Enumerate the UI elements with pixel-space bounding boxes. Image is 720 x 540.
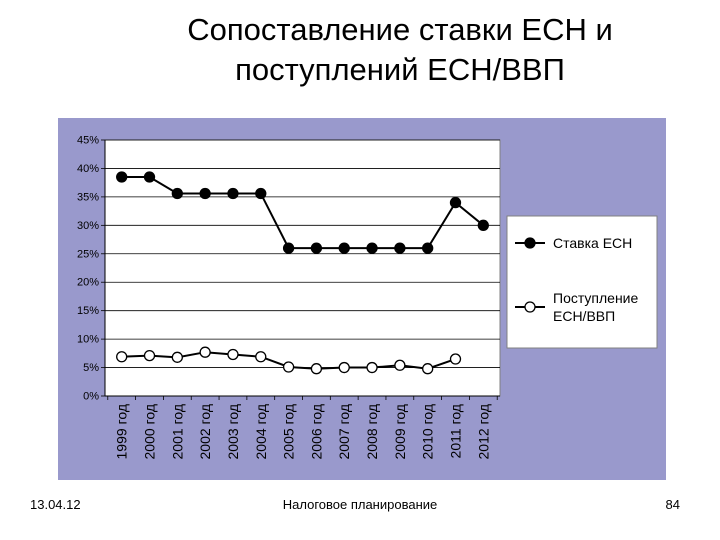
legend-label-2: ЕСН/ВВП xyxy=(553,308,615,324)
x-tick-label: 2012 год xyxy=(475,404,491,459)
x-tick-label: 2009 год xyxy=(392,404,408,459)
x-tick-label: 2007 год xyxy=(336,404,352,459)
x-tick-label: 2008 год xyxy=(364,404,380,459)
data-point xyxy=(282,361,295,373)
legend-marker-1 xyxy=(524,237,536,249)
data-point xyxy=(477,219,489,231)
y-tick-label: 10% xyxy=(77,334,99,346)
legend-marker-2 xyxy=(524,301,536,313)
slide-title-line-2: поступлений ЕСН/ВВП xyxy=(235,52,565,87)
data-point xyxy=(422,242,434,254)
x-tick-label: 2011 год xyxy=(447,404,463,458)
x-tick-label: 2003 год xyxy=(225,404,241,459)
slide-title: Сопоставление ставки ЕСН и поступлений Е… xyxy=(110,10,690,90)
y-tick-label: 35% xyxy=(77,191,99,203)
data-point xyxy=(310,242,323,254)
data-point xyxy=(449,353,462,365)
y-tick-label: 5% xyxy=(83,362,99,374)
slide-title-line-1: Сопоставление ставки ЕСН и xyxy=(187,12,613,47)
x-tick-label: 2000 год xyxy=(142,404,158,459)
y-tick-label: 30% xyxy=(77,220,99,232)
data-point xyxy=(171,351,183,363)
data-point xyxy=(143,171,156,183)
y-tick-label: 25% xyxy=(77,248,99,260)
data-point xyxy=(282,242,295,254)
chart-panel: 0% 5% 10% 15% 20% 25% 30% 35% 40% 45% 1999 год 2000… xyxy=(58,118,666,480)
x-tick-label: 2004 год xyxy=(253,404,269,459)
y-tick-label: 45% xyxy=(77,135,99,147)
data-point xyxy=(366,242,378,254)
x-tick-label: 2001 год xyxy=(169,404,185,459)
data-point xyxy=(255,351,267,363)
y-tick-label: 40% xyxy=(77,163,99,175)
data-point xyxy=(227,187,239,200)
data-point xyxy=(199,346,211,358)
data-point xyxy=(171,187,183,200)
data-point xyxy=(338,242,350,254)
slide-page-number: 84 xyxy=(665,497,680,512)
data-point xyxy=(366,361,378,374)
x-tick-label: 2006 год xyxy=(308,404,324,459)
data-point xyxy=(394,242,406,254)
data-point xyxy=(338,361,350,374)
legend-label-2: Поступление xyxy=(553,290,639,306)
slide-footer-text: Налоговое планирование xyxy=(282,497,438,512)
y-tick-label: 0% xyxy=(83,391,99,403)
data-point xyxy=(310,363,323,375)
data-point xyxy=(116,351,128,363)
x-tick-label: 1999 год xyxy=(114,404,130,459)
x-tick-label: 2005 год xyxy=(281,404,297,459)
plot-area xyxy=(104,139,501,397)
line-chart: 0% 5% 10% 15% 20% 25% 30% 35% 40% 45% 1999 год 2000… xyxy=(77,135,658,459)
y-tick-label: 20% xyxy=(77,277,99,289)
x-tick-label: 2010 год xyxy=(420,404,436,459)
data-point xyxy=(199,187,211,200)
data-point xyxy=(143,349,156,362)
data-point xyxy=(255,187,267,200)
data-point xyxy=(227,348,239,361)
slide-date: 13.04.12 xyxy=(30,497,81,512)
x-tick-label: 2002 год xyxy=(197,404,213,459)
y-tick-label: 15% xyxy=(77,305,99,317)
data-point xyxy=(449,196,462,209)
legend-label-1: Ставка ЕСН xyxy=(553,235,632,251)
data-point xyxy=(422,363,434,375)
data-point xyxy=(116,171,128,183)
data-point xyxy=(394,359,406,371)
